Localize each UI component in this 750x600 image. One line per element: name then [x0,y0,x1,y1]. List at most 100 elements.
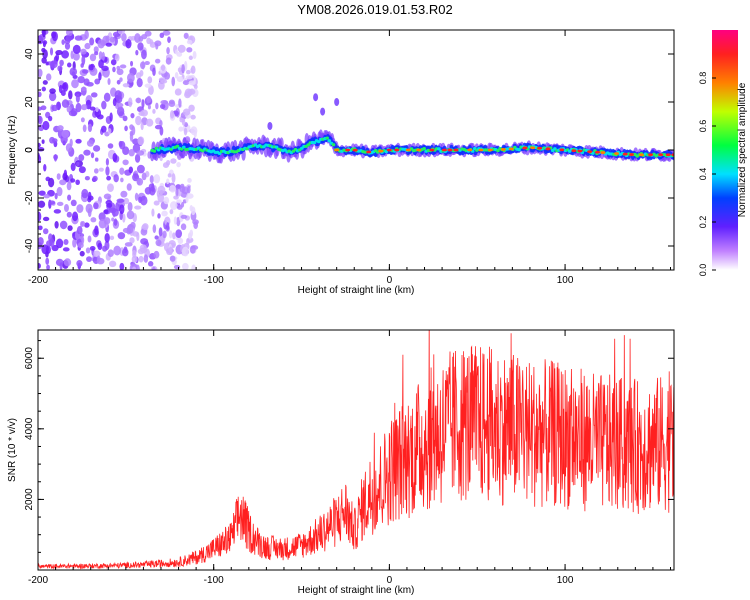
noise-blob [68,110,77,117]
noise-blob [109,235,115,241]
noise-blob [50,60,58,69]
noise-blob [114,53,120,62]
noise-blob [107,143,114,149]
noise-blob [176,51,183,57]
noise-blob [45,257,50,265]
noise-blob [56,186,63,197]
noise-blob [67,62,72,68]
noise-blob [80,104,88,111]
noise-blob [124,125,128,132]
noise-blob [80,86,87,91]
signal-peak [545,147,551,151]
noise-blob [106,202,113,208]
noise-blob [168,101,176,108]
signal-peak [334,148,340,152]
noise-blob [54,220,59,229]
noise-blob [119,77,123,82]
noise-blob [160,99,169,105]
noise-blob [192,51,197,60]
signal-inner [331,143,336,147]
noise-blob [181,118,186,126]
signal-peak [416,148,422,152]
snr-x-tick-label: 100 [557,575,574,586]
signal-peak [665,153,671,157]
signal-peak [508,147,514,151]
signal-peak [352,148,358,152]
noise-blob [116,198,125,203]
snr-x-tick-label: 0 [387,575,393,586]
noise-blob [119,64,127,69]
noise-blob [65,143,73,153]
noise-blob [136,178,144,186]
noise-blob [98,167,104,172]
noise-blob [75,138,82,144]
noise-blob [187,88,196,95]
noise-blob [188,80,196,86]
noise-blob [63,258,72,267]
spectrogram-marks [38,30,674,270]
noise-blob [122,248,129,257]
noise-blob [58,84,63,94]
noise-blob [132,138,140,145]
noise-blob [190,114,196,120]
noise-blob [157,213,161,219]
signal-inner [182,145,186,149]
snr-plot-area [38,330,674,570]
noise-blob [166,47,170,55]
colorbar-ticks: 0.0 0.2 0.4 0.6 0.8 [698,72,716,276]
noise-blob [107,128,112,135]
snr-frame [37,329,675,571]
noise-blob [84,42,91,50]
noise-blob [76,260,83,267]
noise-blob [87,123,93,133]
noise-blob [116,102,124,108]
noise-blob [74,35,83,41]
noise-blob [66,211,72,218]
noise-blob [165,57,172,65]
noise-blob [57,65,63,72]
noise-blob [138,255,144,263]
noise-blob [107,183,114,192]
noise-blob [48,200,56,205]
noise-blob [45,73,52,81]
noise-blob [130,60,134,67]
noise-blob [169,184,176,193]
noise-blob [67,194,72,201]
noise-blob [181,246,189,257]
noise-blob [38,211,42,222]
noise-blob [171,76,176,87]
signal-peak [345,148,351,152]
noise-blob [134,33,141,43]
noise-blob [136,164,145,174]
noise-blob [84,175,90,181]
signal-peak [405,148,411,152]
noise-blob [137,42,144,51]
chart-title: YM08.2026.019.01.53.R02 [297,2,453,17]
signal-peak [595,150,601,154]
signal-outlier [320,107,326,116]
noise-blob [103,92,111,102]
noise-blob [136,150,145,156]
noise-blob [154,124,163,130]
noise-blob [160,79,168,84]
noise-blob [166,178,170,185]
noise-blob [175,187,179,198]
noise-blob [173,216,177,225]
noise-blob [105,42,112,47]
noise-blob [140,61,146,70]
colorbar-tick-label: 0.4 [698,168,708,181]
noise-blob [152,266,156,270]
noise-blob [159,156,163,162]
noise-blob [61,129,70,138]
noise-blob [169,110,175,119]
signal-peak [447,148,453,152]
noise-blob [80,48,87,55]
noise-blob [174,72,179,79]
noise-blob [135,264,140,270]
noise-blob [96,257,105,265]
noise-blob [131,125,136,136]
signal-inner [517,148,521,152]
noise-blob [47,177,55,188]
colorbar-tick-label: 0.6 [698,120,708,133]
noise-blob [95,106,99,113]
